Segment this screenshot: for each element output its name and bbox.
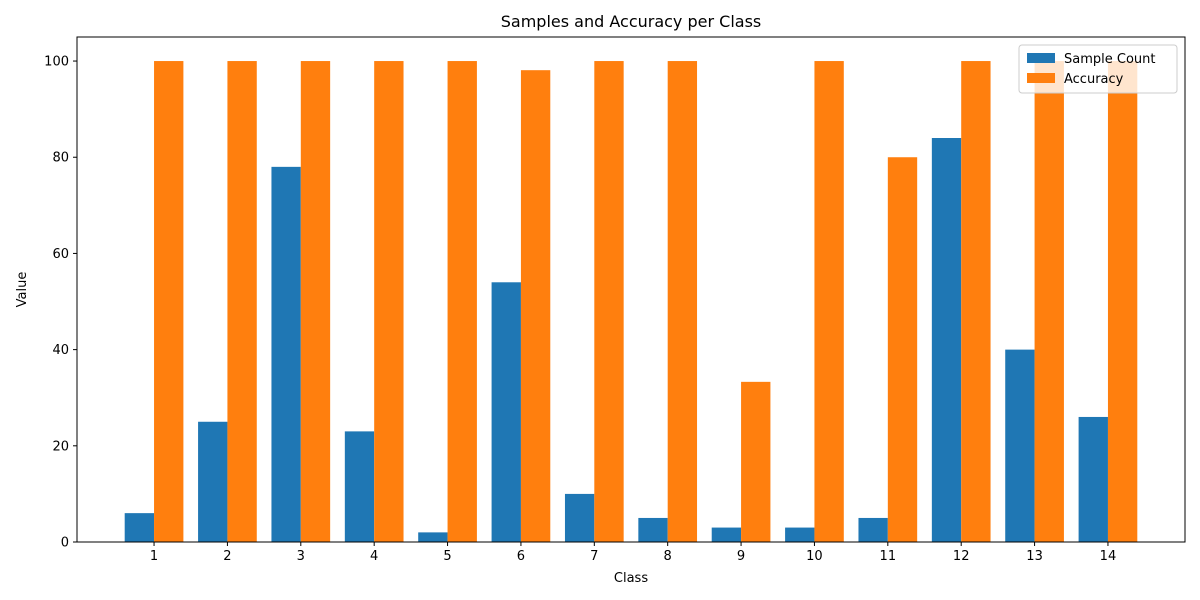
bar-accuracy-3 [300,61,331,543]
bar-accuracy-12 [961,61,991,543]
bars-group [124,61,1138,543]
legend-swatch [1027,53,1055,63]
bar-accuracy-2 [227,61,257,543]
x-tick-label: 10 [806,549,823,564]
x-tick-label: 14 [1100,549,1117,564]
y-axis-label: Value [15,272,30,308]
bar-sample-count-11 [858,517,888,542]
chart-title: Samples and Accuracy per Class [501,12,762,31]
bar-sample-count-2 [198,421,228,542]
bar-accuracy-13 [1034,61,1064,543]
bar-accuracy-7 [594,61,624,543]
bar-accuracy-4 [374,61,404,543]
y-tick-label: 40 [52,343,69,358]
bar-sample-count-3 [271,166,301,542]
bar-sample-count-1 [124,513,155,542]
bar-sample-count-4 [344,431,375,542]
x-tick-label: 9 [737,549,745,564]
legend-label: Accuracy [1064,72,1124,87]
x-tick-label: 2 [223,549,231,564]
x-tick-label: 5 [443,549,451,564]
y-tick-label: 60 [52,247,69,262]
x-tick-label: 3 [297,549,305,564]
bar-accuracy-6 [520,70,551,542]
bar-sample-count-10 [785,527,815,542]
bar-sample-count-6 [491,282,521,542]
x-tick-label: 8 [664,549,672,564]
legend: Sample Count Accuracy [1018,44,1178,94]
y-tick-label: 20 [52,439,69,454]
x-axis-ticks: 1 2 3 4 5 6 7 8 9 10 11 12 13 14 [150,542,1116,564]
legend-swatch [1027,73,1055,83]
bar-sample-count-12 [931,138,962,542]
bar-accuracy-5 [447,61,477,543]
x-tick-label: 7 [590,549,598,564]
bar-accuracy-10 [814,61,844,543]
y-tick-label: 100 [44,55,69,70]
legend-label: Sample Count [1064,52,1155,67]
bar-sample-count-8 [638,517,668,542]
bar-accuracy-14 [1107,61,1138,543]
x-axis-label: Class [614,571,648,586]
x-tick-label: 6 [517,549,525,564]
x-tick-label: 12 [953,549,970,564]
x-tick-label: 11 [880,549,897,564]
bar-sample-count-9 [711,527,742,542]
legend-box [1018,44,1178,94]
bar-accuracy-8 [667,61,698,543]
y-tick-label: 80 [52,151,69,166]
plot-frame [76,36,1186,543]
y-axis-ticks: 0 20 40 60 80 100 [44,55,77,551]
bar-sample-count-14 [1078,416,1108,542]
bar-sample-count-5 [418,532,448,542]
bar-accuracy-11 [887,157,918,542]
bar-accuracy-1 [154,61,184,543]
y-tick-label: 0 [61,536,69,551]
bar-accuracy-9 [741,381,771,542]
bar-sample-count-13 [1005,349,1035,542]
bar-sample-count-7 [564,493,595,542]
x-tick-label: 1 [150,549,158,564]
x-tick-label: 13 [1026,549,1043,564]
x-tick-label: 4 [370,549,378,564]
